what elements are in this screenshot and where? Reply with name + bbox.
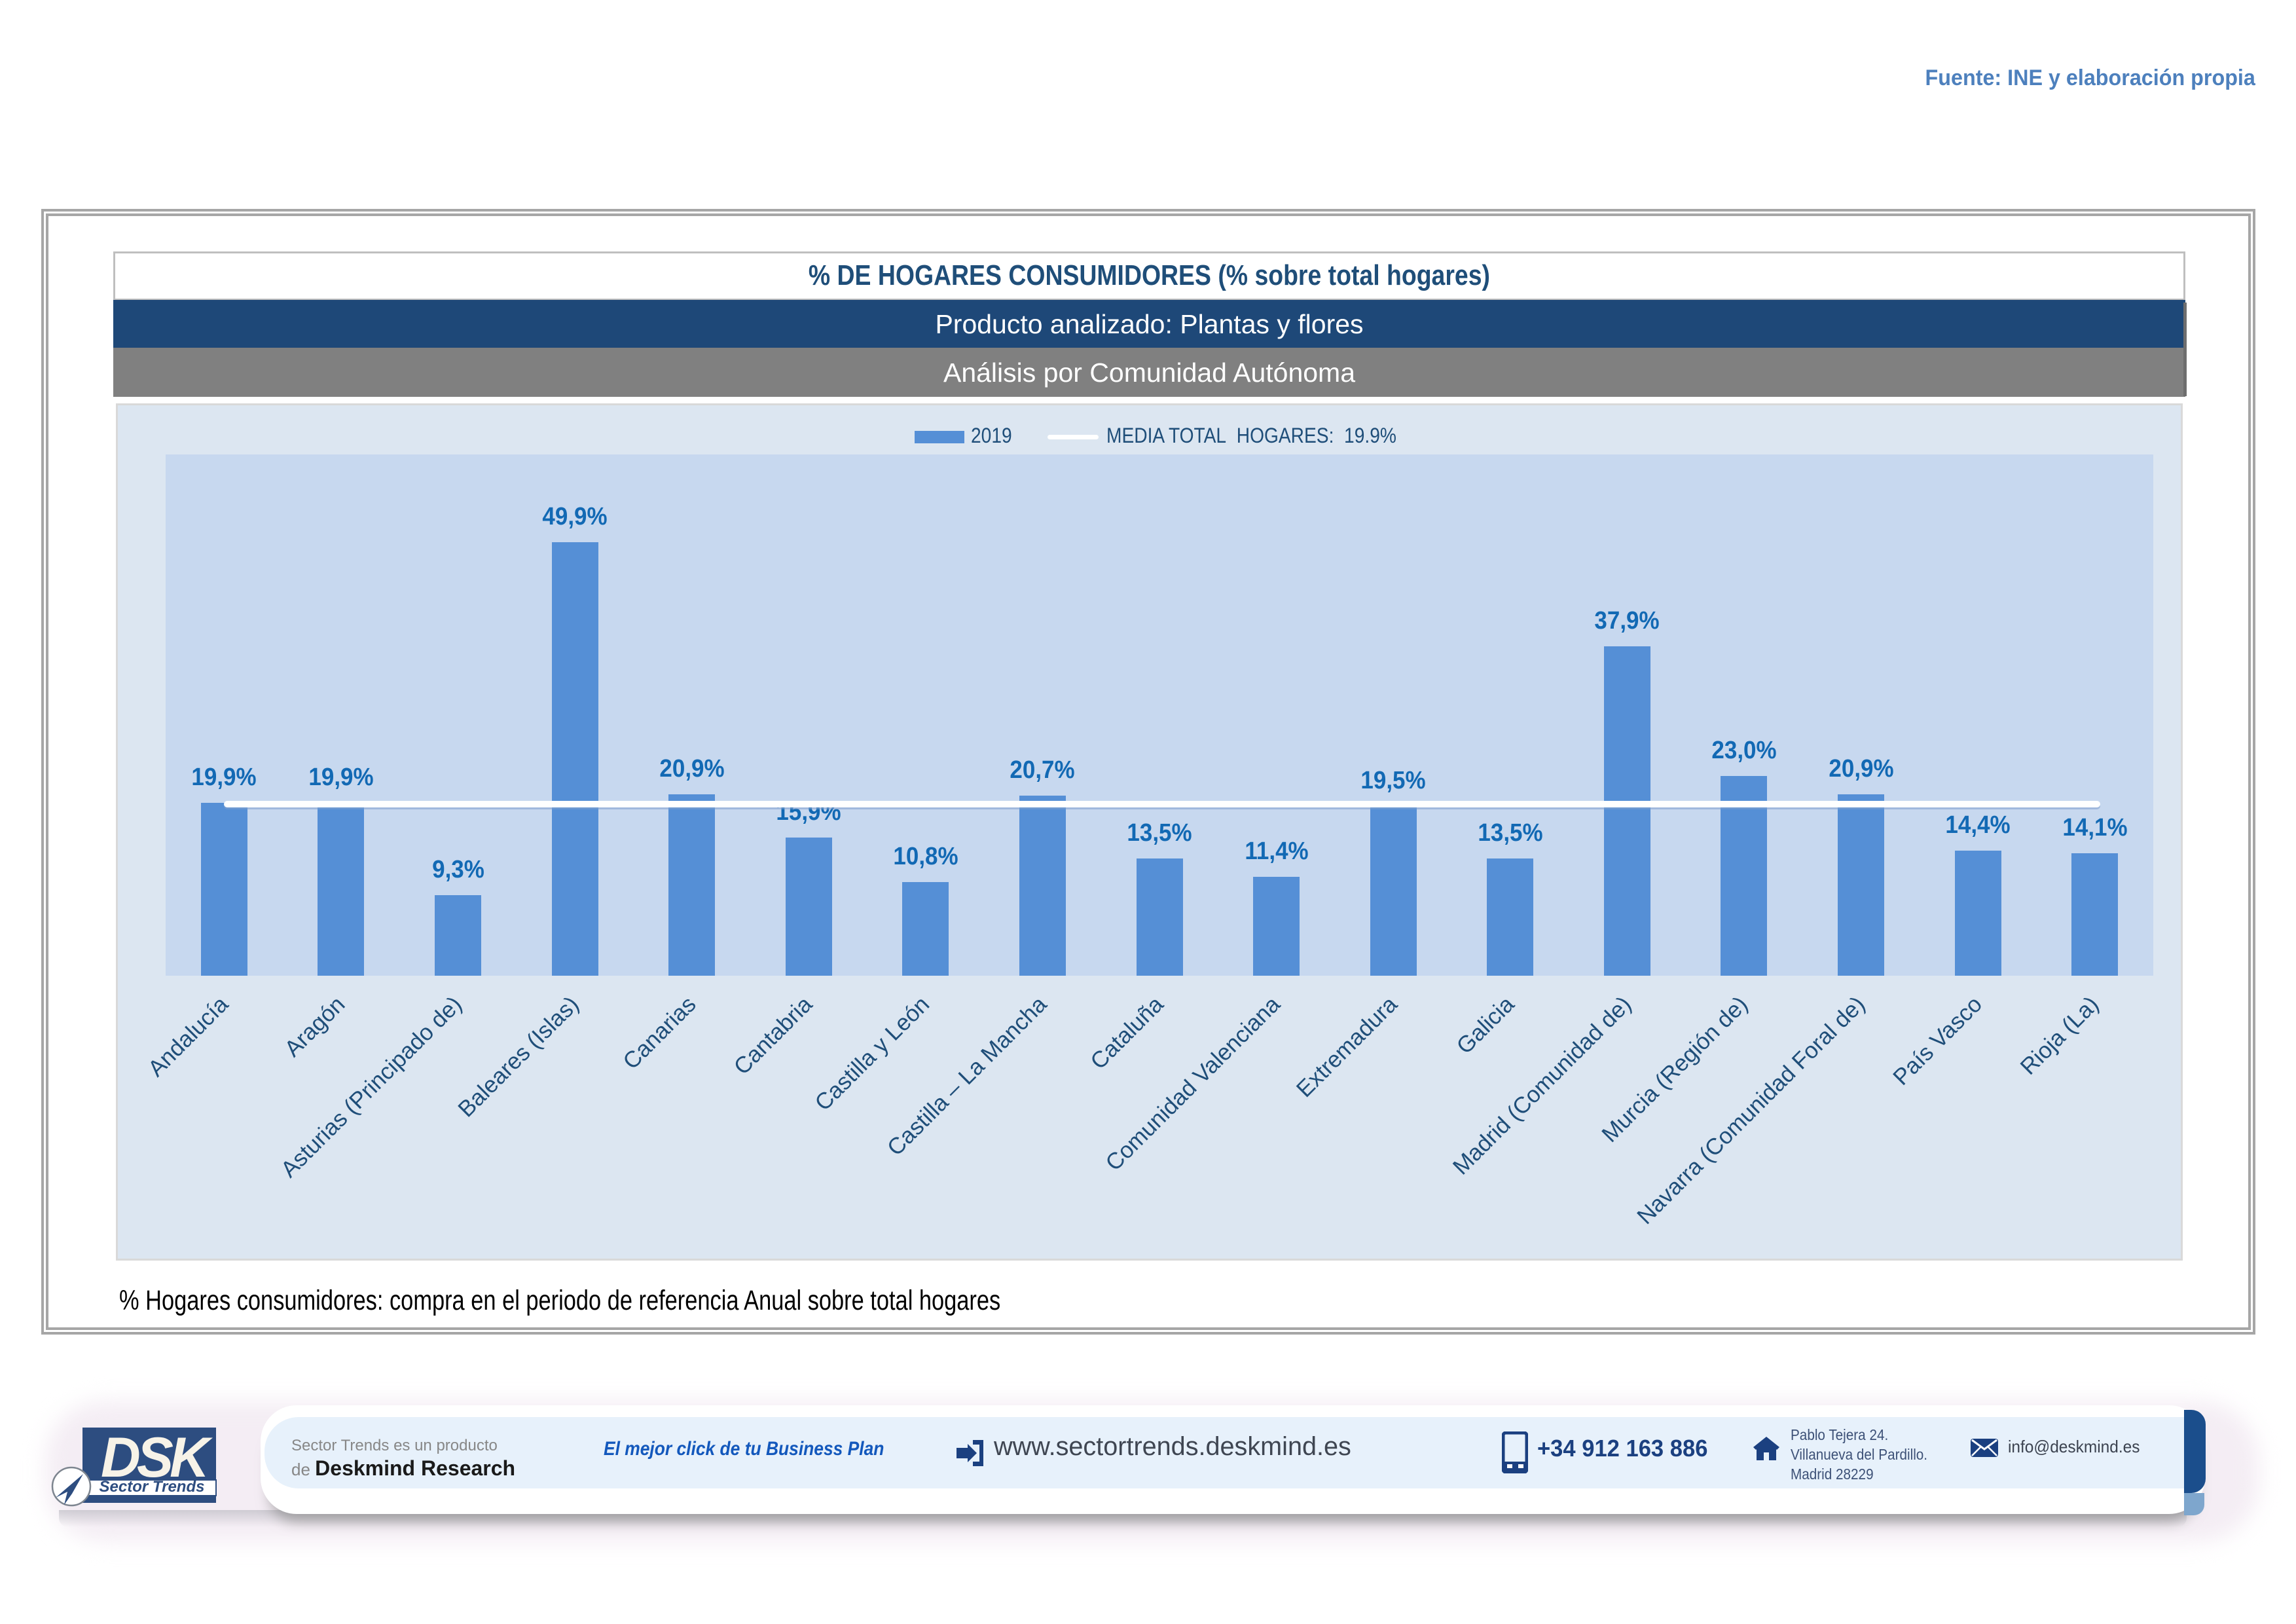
svg-text:DSK: DSK <box>101 1426 213 1489</box>
svg-text:Sector Trends: Sector Trends <box>100 1478 205 1496</box>
